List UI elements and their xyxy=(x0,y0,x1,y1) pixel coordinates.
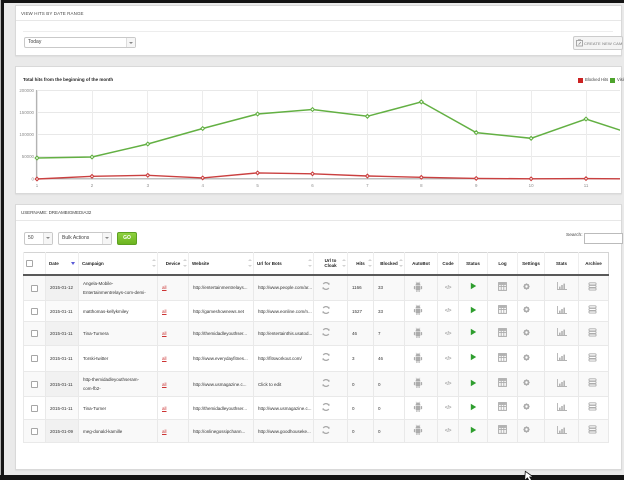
svg-text:100000: 100000 xyxy=(19,132,34,137)
svg-text:50000: 50000 xyxy=(22,154,35,159)
svg-text:11: 11 xyxy=(584,183,589,188)
svg-text:7: 7 xyxy=(366,183,369,188)
svg-text:6: 6 xyxy=(311,183,314,188)
svg-text:4: 4 xyxy=(201,183,204,188)
svg-text:1: 1 xyxy=(36,183,39,188)
svg-text:200000: 200000 xyxy=(19,88,34,93)
svg-text:8: 8 xyxy=(420,183,423,188)
svg-text:9: 9 xyxy=(475,183,478,188)
svg-text:0: 0 xyxy=(32,177,35,182)
svg-text:10: 10 xyxy=(529,183,534,188)
svg-text:150000: 150000 xyxy=(19,110,34,115)
svg-text:2: 2 xyxy=(91,183,94,188)
svg-text:3: 3 xyxy=(147,183,150,188)
svg-text:5: 5 xyxy=(256,183,259,188)
